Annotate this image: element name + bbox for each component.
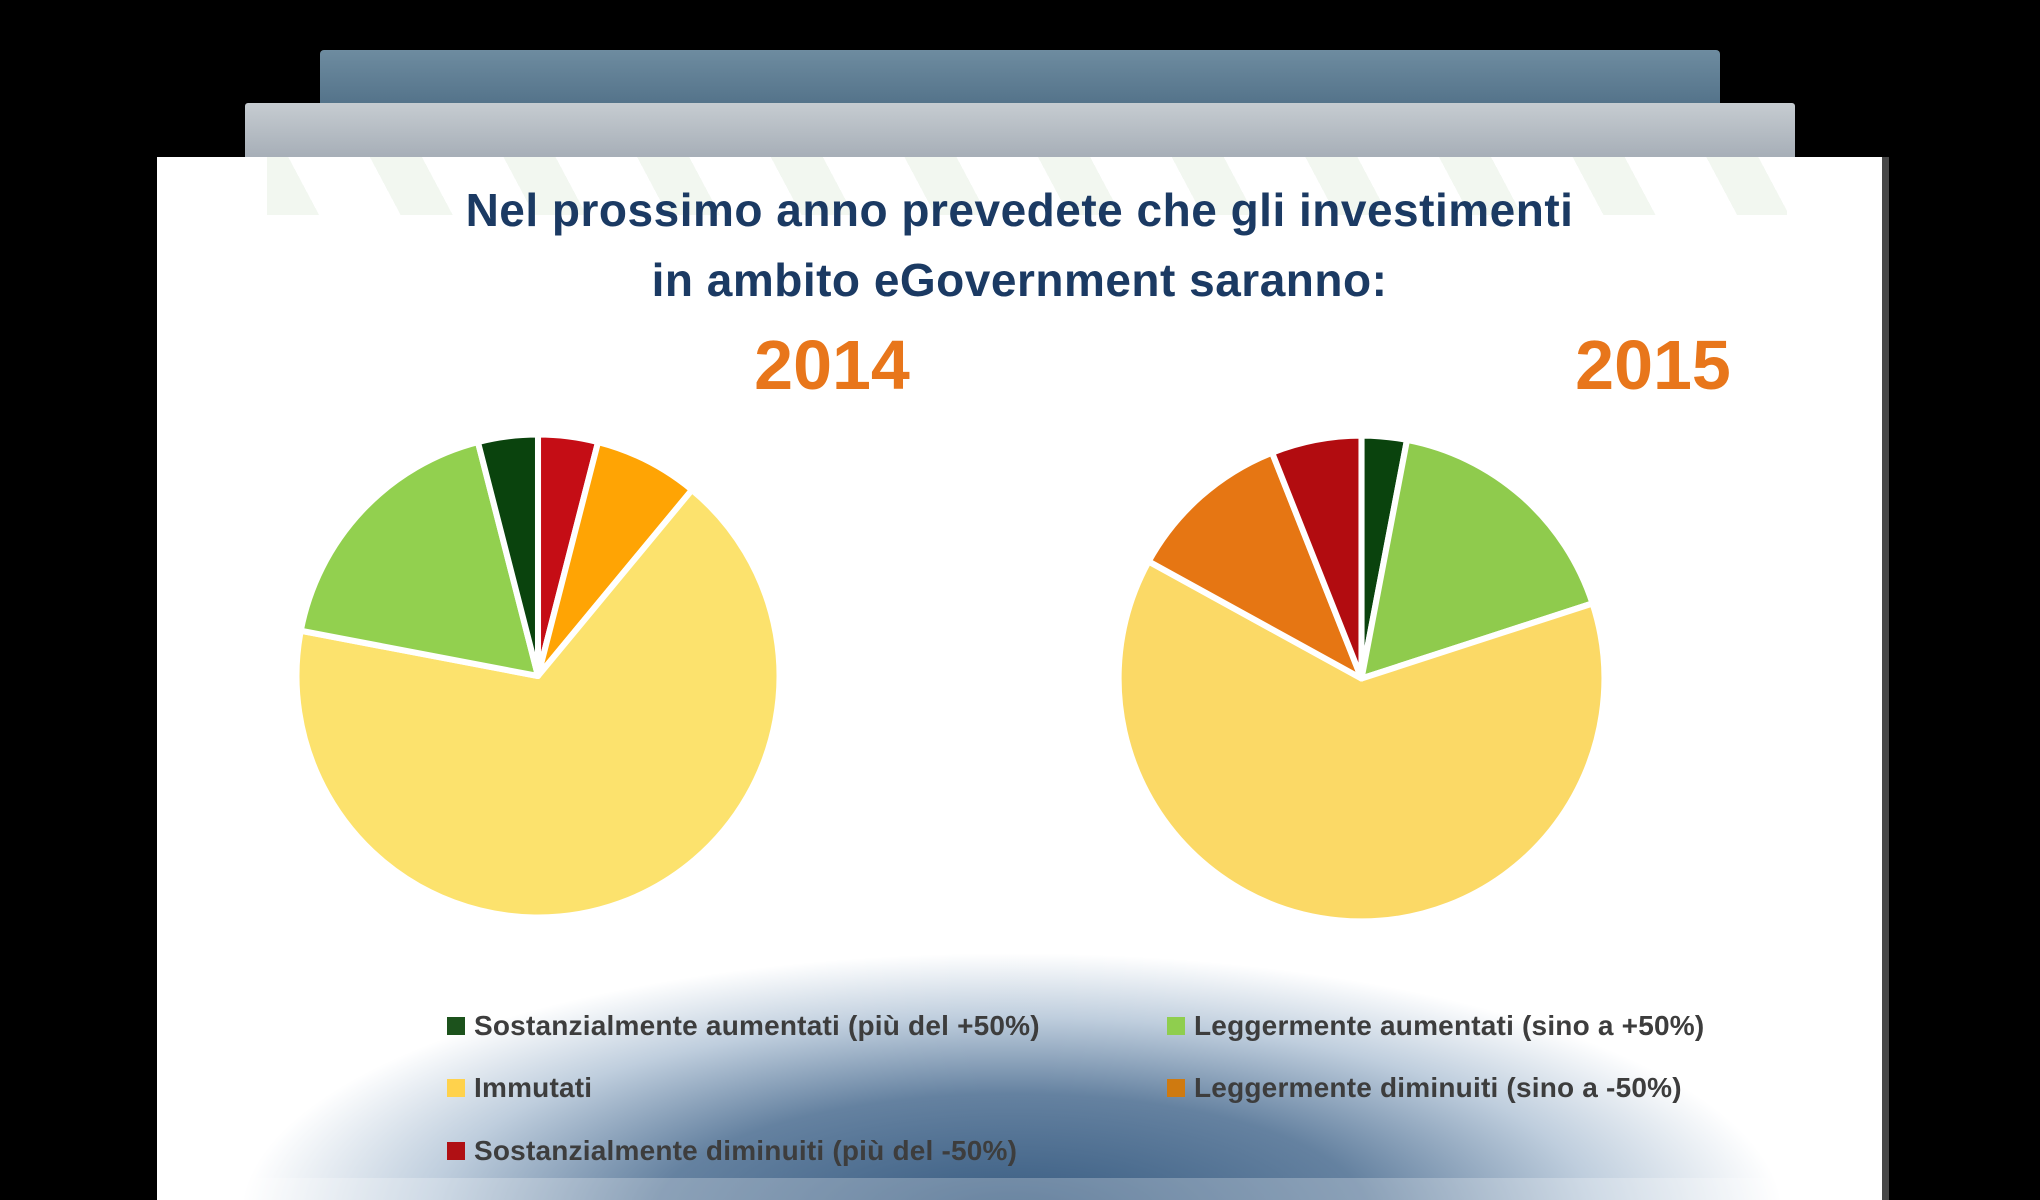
pie-slice — [1115, 558, 1608, 925]
legend-label: Sostanzialmente diminuiti (più del -50%) — [474, 1135, 1018, 1166]
legend-item: Leggermente aumentati (sino a +50%) — [1167, 1008, 1704, 1044]
pie-slice — [1358, 436, 1596, 682]
year-label-2014: 2014 — [754, 326, 910, 404]
pie-chart-2015 — [1104, 421, 1619, 936]
slide-title-line1: Nel prossimo anno prevedete che gli inve… — [465, 184, 1574, 236]
pie-slice — [1145, 449, 1365, 682]
bottom-light-band — [157, 1178, 1882, 1200]
pie-svg — [1115, 432, 1608, 925]
legend-swatch-light-green-icon — [1167, 1017, 1185, 1035]
legend-item: Sostanzialmente diminuiti (più del -50%) — [447, 1133, 1017, 1169]
header-bar-top — [320, 50, 1720, 104]
legend-swatch-yellow-icon — [447, 1079, 465, 1097]
legend-label: Leggermente diminuiti (sino a -50%) — [1194, 1072, 1682, 1103]
legend-item: Leggermente diminuiti (sino a -50%) — [1167, 1070, 1682, 1106]
legend-item: Sostanzialmente aumentati (più del +50%) — [447, 1008, 1040, 1044]
legend-item: Immutati — [447, 1070, 592, 1106]
pie-slice — [297, 439, 542, 680]
legend-swatch-dark-green-icon — [447, 1017, 465, 1035]
pie-slice — [293, 486, 783, 921]
legend-label: Immutati — [474, 1072, 593, 1103]
slide-title-line2: in ambito eGovernment saranno: — [651, 254, 1388, 306]
year-label-2015: 2015 — [1575, 326, 1731, 404]
top-decoration-stripes — [267, 157, 1787, 215]
legend-swatch-orange-icon — [1167, 1079, 1185, 1097]
pie-svg — [293, 431, 783, 921]
legend-swatch-red-icon — [447, 1142, 465, 1160]
header-bar-middle — [245, 103, 1795, 158]
slide-canvas: Nel prossimo anno prevedete che gli inve… — [157, 157, 1882, 1200]
legend-label: Leggermente aumentati (sino a +50%) — [1194, 1010, 1705, 1041]
slide-title: Nel prossimo anno prevedete che gli inve… — [157, 175, 1882, 315]
pie-slice — [1269, 432, 1365, 682]
pie-slice — [474, 431, 542, 680]
legend-label: Sostanzialmente aumentati (più del +50%) — [474, 1010, 1040, 1041]
pie-chart-2014 — [282, 419, 794, 933]
